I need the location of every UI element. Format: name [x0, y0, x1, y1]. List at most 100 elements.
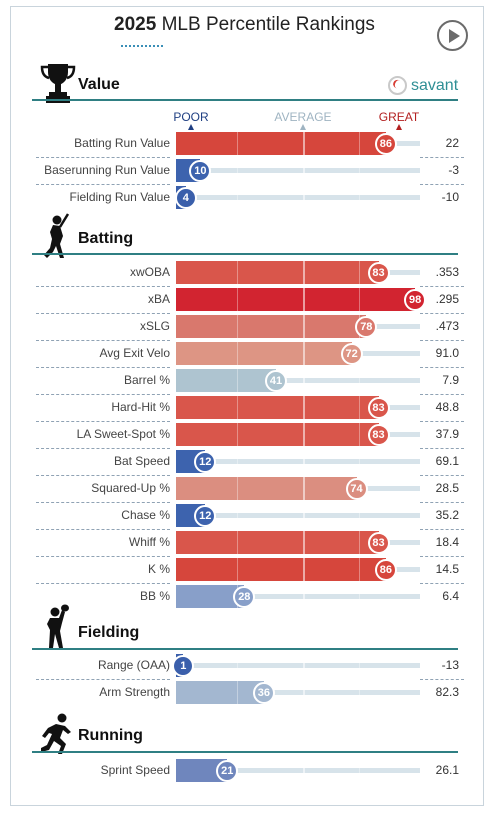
metric-label-avg-exit-velo: Avg Exit Velo [99, 346, 171, 360]
section-divider [32, 751, 458, 753]
percentile-bar-sprint-speed[interactable] [176, 759, 228, 782]
title-year: 2025 [114, 14, 157, 35]
metric-value-hard-hit: 48.8 [435, 400, 459, 414]
trophy-icon [40, 62, 76, 109]
percentile-bar-la-sweet-spot[interactable] [176, 423, 379, 446]
percentile-knob-batting-run-value[interactable]: 86 [374, 132, 397, 155]
quartile-line [237, 396, 238, 419]
metric-value-arm-strength: 82.3 [435, 685, 459, 699]
metric-value-batting-run-value: 22 [445, 136, 459, 150]
row-divider [420, 679, 464, 680]
row-divider [36, 184, 170, 185]
metric-label-fielding-run-value: Fielding Run Value [69, 190, 170, 204]
bar-track [176, 663, 420, 668]
section-title-running: Running [78, 727, 143, 744]
percentile-knob-chase[interactable]: 12 [194, 504, 217, 527]
percentile-bar-batting-run-value[interactable] [176, 132, 386, 155]
metric-label-bb: BB % [139, 589, 170, 603]
baseball-icon [388, 76, 407, 95]
percentile-knob-range-oaa[interactable]: 1 [172, 654, 195, 677]
percentile-bar-xwoba[interactable] [176, 261, 379, 284]
average-line [303, 558, 305, 581]
percentile-bar-barrel[interactable] [176, 369, 277, 392]
scale-poor-arrow [188, 124, 194, 130]
row-divider [36, 679, 170, 680]
row-divider [36, 475, 170, 476]
metric-label-range-oaa: Range (OAA) [97, 658, 170, 672]
row-divider [420, 583, 464, 584]
percentile-knob-k[interactable]: 86 [374, 558, 397, 581]
page-title: 2025 MLB Percentile Rankings [0, 14, 489, 36]
percentile-bar-whiff[interactable] [176, 531, 379, 554]
scale-average-arrow [300, 124, 306, 130]
bar-track [176, 378, 420, 383]
percentile-bar-xba[interactable] [176, 288, 416, 311]
metric-value-xslg: .473 [435, 319, 459, 333]
percentile-bar-hard-hit[interactable] [176, 396, 379, 419]
percentile-knob-sprint-speed[interactable]: 21 [216, 759, 239, 782]
average-line [303, 477, 305, 500]
scale-average-label: AVERAGE [274, 110, 332, 124]
quartile-line [237, 531, 238, 554]
row-divider [36, 313, 170, 314]
percentile-bar-k[interactable] [176, 558, 386, 581]
section-divider [32, 648, 458, 650]
percentile-knob-bb[interactable]: 28 [233, 585, 256, 608]
fielder-icon [40, 604, 76, 655]
bar-track [176, 168, 420, 173]
average-line [303, 261, 305, 284]
title-underline [121, 45, 163, 47]
percentile-knob-fielding-run-value[interactable]: 4 [174, 186, 197, 209]
runner-icon [36, 712, 76, 761]
percentile-bar-squared-up[interactable] [176, 477, 357, 500]
metric-value-squared-up: 28.5 [435, 481, 459, 495]
metric-value-bat-speed: 69.1 [435, 454, 459, 468]
percentile-bar-bb[interactable] [176, 585, 245, 608]
percentile-knob-bat-speed[interactable]: 12 [194, 450, 217, 473]
row-divider [420, 421, 464, 422]
quartile-line [359, 558, 360, 581]
quartile-line [237, 261, 238, 284]
average-line [303, 396, 305, 419]
metric-label-arm-strength: Arm Strength [99, 685, 170, 699]
percentile-knob-baserunning-run-value[interactable]: 10 [189, 159, 212, 182]
quartile-line [237, 342, 238, 365]
metric-value-barrel: 7.9 [442, 373, 459, 387]
percentile-knob-xwoba[interactable]: 83 [367, 261, 390, 284]
average-line [303, 681, 305, 704]
metric-label-baserunning-run-value: Baserunning Run Value [44, 163, 170, 177]
quartile-line [359, 654, 360, 677]
percentile-bar-arm-strength[interactable] [176, 681, 264, 704]
row-divider [420, 367, 464, 368]
section-divider [32, 253, 458, 255]
percentile-knob-xba[interactable]: 98 [404, 288, 427, 311]
quartile-line [359, 759, 360, 782]
percentile-knob-avg-exit-velo[interactable]: 72 [340, 342, 363, 365]
row-divider [420, 448, 464, 449]
savant-logo[interactable]: savant [388, 76, 458, 95]
average-line [303, 288, 305, 311]
bar-track [176, 768, 420, 773]
percentile-knob-hard-hit[interactable]: 83 [367, 396, 390, 419]
row-divider [36, 556, 170, 557]
metric-label-chase: Chase % [121, 508, 170, 522]
percentile-knob-squared-up[interactable]: 74 [345, 477, 368, 500]
percentile-bar-xslg[interactable] [176, 315, 367, 338]
percentile-bar-avg-exit-velo[interactable] [176, 342, 352, 365]
batter-icon [40, 212, 76, 265]
metric-label-xslg: xSLG [139, 319, 170, 333]
row-divider [420, 529, 464, 530]
metric-value-la-sweet-spot: 37.9 [435, 427, 459, 441]
metric-value-chase: 35.2 [435, 508, 459, 522]
row-divider [36, 157, 170, 158]
quartile-line [359, 504, 360, 527]
percentile-knob-whiff[interactable]: 83 [367, 531, 390, 554]
play-icon[interactable] [437, 20, 468, 51]
quartile-line [359, 396, 360, 419]
percentile-knob-barrel[interactable]: 41 [265, 369, 288, 392]
percentile-knob-arm-strength[interactable]: 36 [252, 681, 275, 704]
metric-value-avg-exit-velo: 91.0 [435, 346, 459, 360]
quartile-line [359, 159, 360, 182]
percentile-knob-xslg[interactable]: 78 [355, 315, 378, 338]
percentile-knob-la-sweet-spot[interactable]: 83 [367, 423, 390, 446]
